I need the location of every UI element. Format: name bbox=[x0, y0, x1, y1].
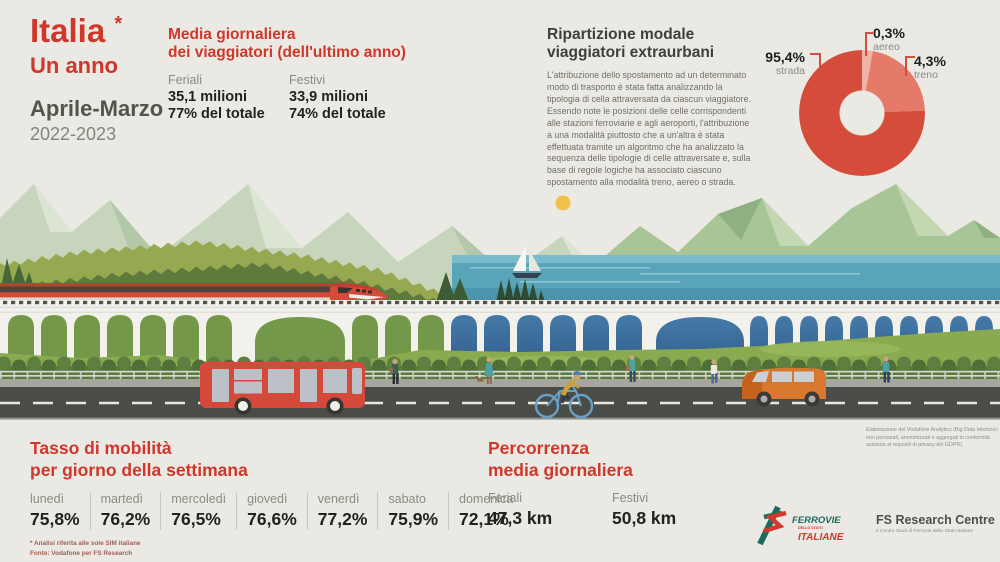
asterisk-marker: * bbox=[114, 13, 123, 35]
pedestrian bbox=[626, 354, 636, 382]
methodology-paragraph: L'attribuzione dello spostamento ad un d… bbox=[547, 70, 751, 188]
day-cell: martedì 76,2% bbox=[89, 491, 161, 530]
sidewalk bbox=[0, 379, 1000, 387]
donut-label-treno: 4,3% treno bbox=[914, 53, 946, 81]
section-title: Media giornaliera dei viaggiatori (dell'… bbox=[168, 26, 406, 62]
landscape-illustration bbox=[0, 184, 1000, 420]
sun bbox=[555, 195, 571, 211]
fs-logo: FERROVIE DELLO STATO ITALIANE bbox=[752, 504, 852, 555]
runner bbox=[710, 359, 718, 384]
stat-feriali: Feriali 35,1 milioni 77% del totale bbox=[168, 73, 265, 122]
pedestrian bbox=[389, 358, 399, 384]
media-giornaliera-block: Media giornaliera dei viaggiatori (dell'… bbox=[168, 26, 406, 122]
weekday-stats-row: lunedì 75,8% martedì 76,2% mercoledì 76,5% … bbox=[30, 491, 523, 530]
footnotes: * Analisi riferita alle sole SIM italian… bbox=[30, 539, 523, 559]
fs-research-centre-logo: FS Research Centre Il Centro Studi di Fe… bbox=[876, 513, 995, 534]
cyclist bbox=[534, 371, 594, 419]
road bbox=[0, 387, 1000, 420]
dello-stato-wordmark: DELLO STATO bbox=[798, 526, 823, 530]
donut-label-strada: 95,4% strada bbox=[765, 49, 805, 77]
section-title: Tasso di mobilità per giorno della setti… bbox=[30, 438, 248, 480]
pedestrians bbox=[389, 354, 890, 384]
day-cell: giovedì 76,6% bbox=[236, 491, 307, 530]
ferrovie-wordmark: FERROVIE bbox=[792, 515, 841, 526]
percorrenza-block: Percorrenza media giornaliera Feriali 47… bbox=[488, 438, 676, 529]
leader-line-aereo bbox=[865, 32, 873, 56]
day-cell: mercoledì 76,5% bbox=[160, 491, 236, 530]
period-label: Un anno bbox=[30, 53, 118, 78]
sailboat bbox=[512, 245, 542, 278]
runner bbox=[882, 356, 890, 383]
day-cell: domenica 72,1% bbox=[448, 491, 523, 530]
donut-label-aereo: 0,3% aereo bbox=[873, 25, 905, 53]
guardrail bbox=[0, 370, 1000, 380]
high-speed-train bbox=[0, 283, 388, 300]
mobility-block: Tasso di mobilità per giorno della setti… bbox=[30, 438, 523, 559]
fs-logo-mark bbox=[757, 505, 787, 546]
data-disclaimer: Elaborazione dei Vodafone Analytics (Big… bbox=[866, 427, 998, 449]
footnote-sim: * Analisi riferita alle sole SIM italian… bbox=[30, 539, 141, 547]
day-cell: lunedì 75,8% bbox=[30, 491, 80, 529]
leader-line-treno bbox=[905, 56, 915, 76]
italiane-wordmark: ITALIANE bbox=[798, 532, 844, 543]
section-title: Percorrenza media giornaliera bbox=[488, 438, 633, 480]
pedestrian bbox=[474, 356, 494, 384]
leader-line-strada bbox=[810, 53, 821, 75]
ripartizione-block: Ripartizione modale viaggiatori extraurb… bbox=[547, 26, 752, 189]
lake bbox=[452, 245, 1000, 302]
months-label: Aprile-Marzo bbox=[30, 96, 164, 121]
section-title: Ripartizione modale viaggiatori extraurb… bbox=[547, 26, 715, 62]
day-cell: sabato 75,9% bbox=[377, 491, 448, 530]
bus bbox=[200, 362, 365, 415]
title-block: Italia * Un anno Aprile-Marzo 2022-2023 bbox=[30, 14, 163, 145]
years-label: 2022-2023 bbox=[30, 124, 117, 144]
stat-festivi-km: Festivi 50,8 km bbox=[612, 490, 677, 528]
van bbox=[742, 367, 826, 407]
stat-festivi: Festivi 33,9 milioni 74% del totale bbox=[289, 73, 386, 122]
day-cell: venerdì 77,2% bbox=[306, 491, 378, 530]
page-title: Italia * bbox=[30, 12, 123, 49]
stat-feriali-km: Feriali 47,3 km bbox=[488, 490, 553, 528]
footnote-source: Fonte: Vodafone per FS Research bbox=[30, 549, 133, 557]
